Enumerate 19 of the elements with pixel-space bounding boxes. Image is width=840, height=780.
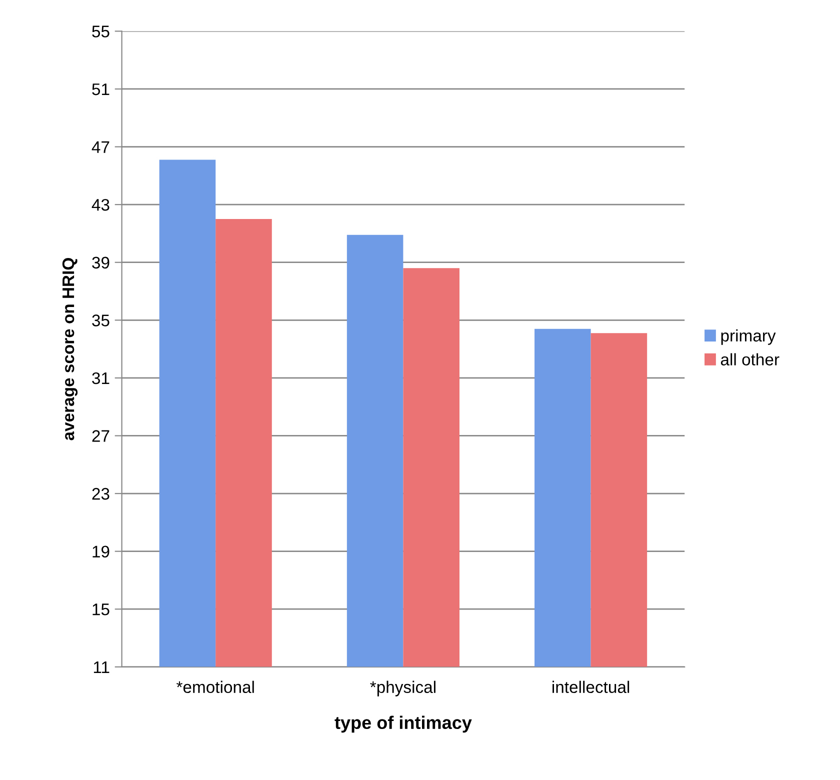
y-tick-label: 39 — [92, 256, 110, 269]
y-tick-label: 31 — [92, 372, 110, 384]
y-tick-label: 23 — [92, 488, 110, 500]
y-axis-title: average score on HRIQ — [62, 258, 78, 440]
y-tick-label: 15 — [92, 604, 110, 616]
y-tick-label: 47 — [92, 141, 110, 153]
y-tick-label: 19 — [92, 546, 110, 558]
y-tick-label: 55 — [92, 26, 110, 38]
x-tick-label: *physical — [370, 680, 436, 696]
y-tick-label: 11 — [94, 661, 110, 673]
x-axis-title: type of intimacy — [334, 716, 472, 733]
y-tick-label: 27 — [92, 430, 110, 442]
y-tick-label: 43 — [92, 198, 110, 211]
y-tick-label: 35 — [92, 314, 110, 326]
legend-label: primary — [721, 329, 776, 345]
x-tick-label: intellectual — [552, 680, 630, 694]
legend-label: all other — [720, 353, 780, 366]
y-tick-label: 51 — [92, 84, 110, 96]
x-tick-label: *emotional — [176, 680, 254, 694]
